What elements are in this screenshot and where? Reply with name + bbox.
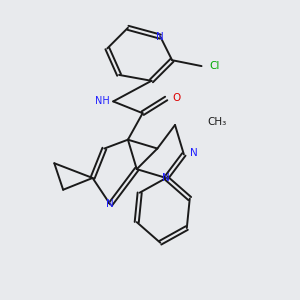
Text: NH: NH	[95, 96, 110, 106]
Text: N: N	[156, 32, 164, 42]
Text: Cl: Cl	[209, 61, 219, 71]
Text: N: N	[106, 200, 114, 209]
Text: O: O	[172, 94, 180, 103]
Text: CH₃: CH₃	[207, 117, 227, 127]
Text: N: N	[162, 173, 170, 183]
Text: N: N	[190, 148, 197, 158]
